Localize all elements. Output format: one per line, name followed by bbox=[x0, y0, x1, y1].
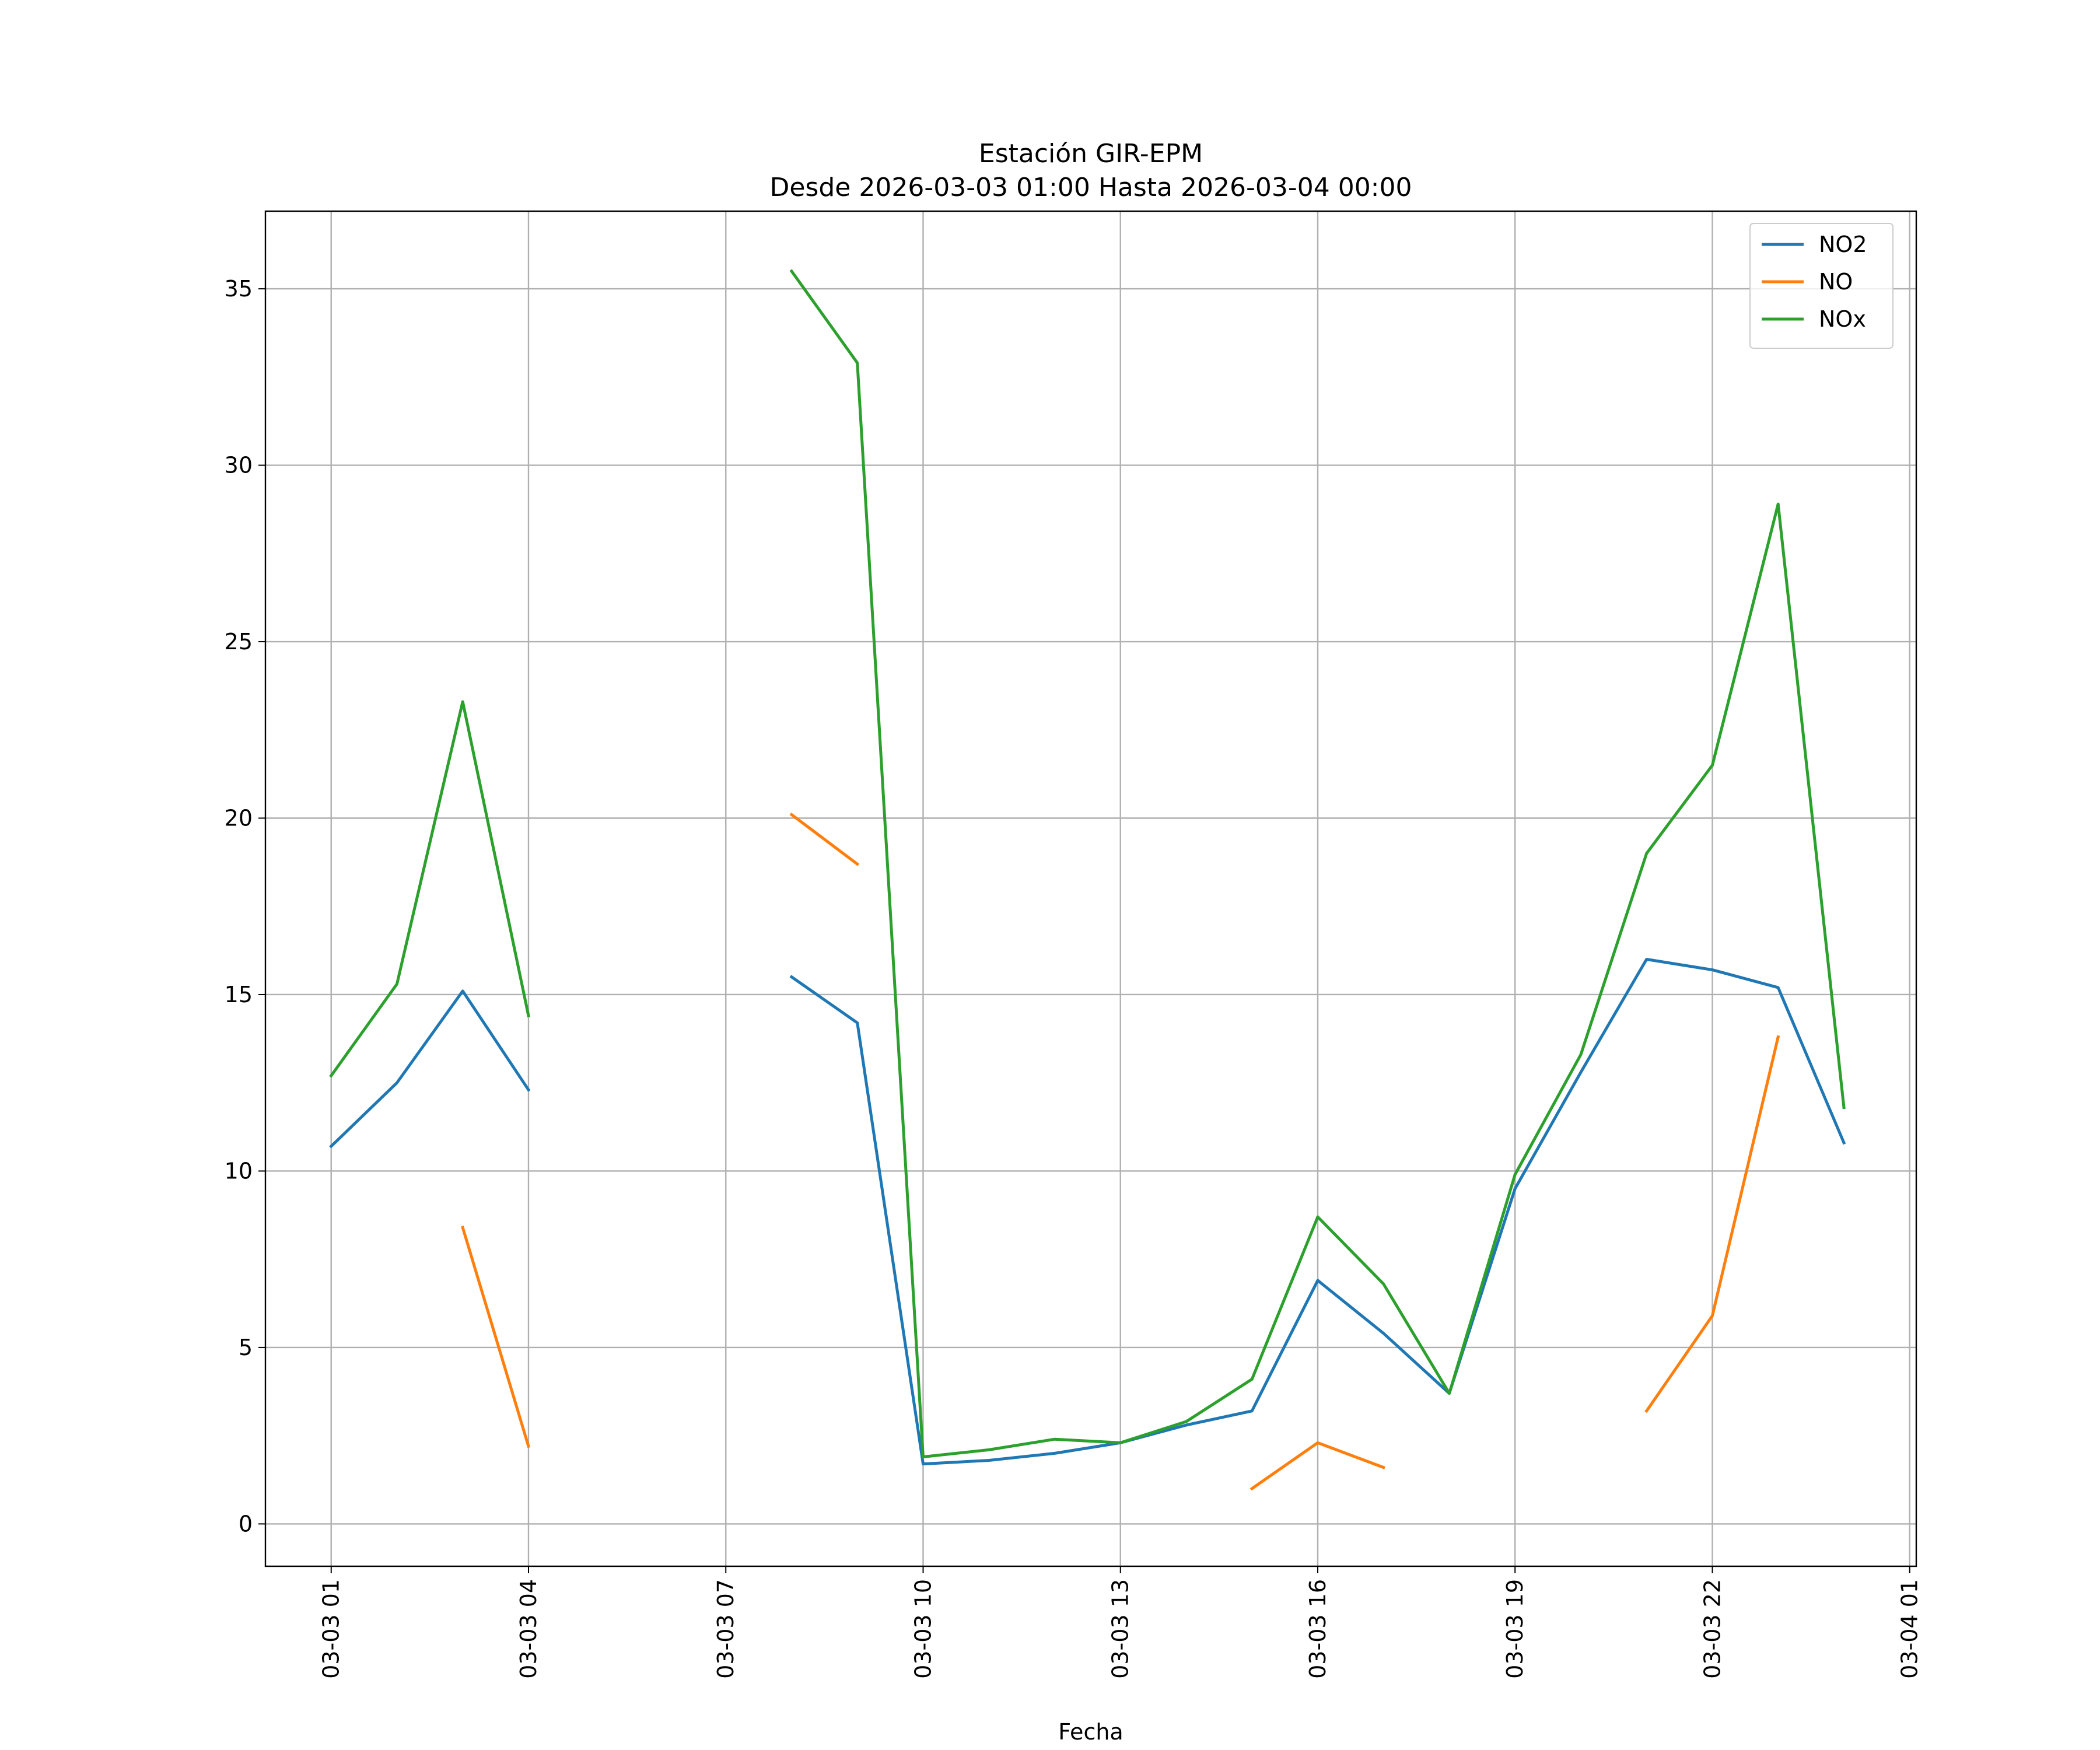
x-tick-label: 03-03 07 bbox=[713, 1579, 738, 1679]
series-line-no bbox=[789, 812, 860, 866]
y-tick-label: 0 bbox=[239, 1511, 253, 1536]
chart-subtitle: Desde 2026-03-03 01:00 Hasta 2026-03-04 … bbox=[769, 173, 1412, 202]
legend-box bbox=[1749, 223, 1894, 349]
x-tick-label: 03-03 22 bbox=[1699, 1579, 1725, 1679]
axes bbox=[264, 210, 1917, 1567]
y-tick-label: 35 bbox=[225, 276, 253, 302]
legend-label-no: NO bbox=[1819, 269, 1853, 295]
x-axis-label: Fecha bbox=[1058, 1719, 1123, 1745]
series-line-nox bbox=[329, 700, 530, 1078]
x-tick-label: 03-03 13 bbox=[1108, 1579, 1133, 1679]
legend-label-nox: NOx bbox=[1819, 306, 1866, 332]
y-tick-label: 5 bbox=[239, 1335, 253, 1360]
series-line-no bbox=[461, 1226, 531, 1448]
x-tick-label: 03-03 01 bbox=[318, 1579, 344, 1679]
x-tick-label: 03-03 10 bbox=[910, 1579, 936, 1679]
series-line-no bbox=[1250, 1441, 1385, 1491]
plot-frame bbox=[264, 210, 1917, 1567]
legend: NO2 NO NOx bbox=[1749, 223, 1894, 349]
series-line-no bbox=[1644, 1035, 1780, 1413]
y-tick-label: 10 bbox=[225, 1158, 253, 1184]
x-tick-label: 03-03 19 bbox=[1502, 1579, 1528, 1679]
legend-label-no2: NO2 bbox=[1819, 232, 1867, 257]
series-line-nox bbox=[789, 269, 1846, 1458]
x-tick-label: 03-03 16 bbox=[1305, 1579, 1331, 1679]
x-tick-label: 03-03 04 bbox=[516, 1579, 541, 1679]
grid bbox=[265, 211, 1916, 1566]
x-tick-label: 03-04 01 bbox=[1897, 1579, 1923, 1679]
ticks: 0 5 10 15 20 25 30 35 03-03 01 03-03 04 03-03 07 03… bbox=[225, 276, 1923, 1679]
series-line-no2 bbox=[329, 989, 531, 1149]
y-tick-label: 15 bbox=[225, 982, 253, 1007]
series-lines bbox=[329, 269, 1846, 1491]
series-line-no2 bbox=[789, 958, 1846, 1466]
chart-title: Estación GIR-EPM bbox=[979, 139, 1203, 169]
y-tick-label: 25 bbox=[225, 629, 253, 654]
y-tick-label: 20 bbox=[225, 806, 253, 831]
y-tick-label: 30 bbox=[225, 453, 253, 478]
